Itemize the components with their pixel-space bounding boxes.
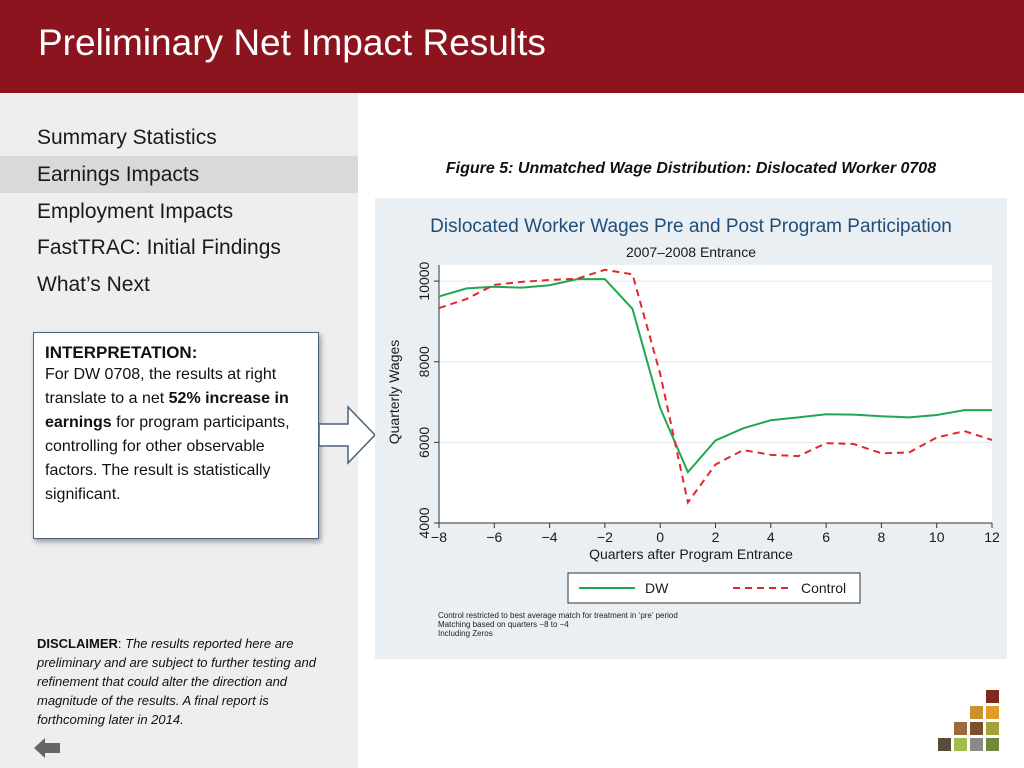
interpretation-callout: INTERPRETATION: For DW 0708, the results… bbox=[33, 332, 319, 539]
logo-icon bbox=[938, 690, 999, 751]
disclaimer-text: The results reported here are preliminar… bbox=[37, 636, 316, 727]
interpretation-title: INTERPRETATION: bbox=[45, 343, 198, 362]
disclaimer: DISCLAIMER: The results reported here ar… bbox=[37, 636, 316, 727]
series-line-control bbox=[438, 268, 993, 505]
x-tick-label: 0 bbox=[656, 529, 664, 545]
sidebar-item-employment-impacts[interactable]: Employment Impacts bbox=[37, 200, 234, 223]
interpretation-text: For DW 0708, the results at right transl… bbox=[45, 366, 290, 503]
x-tick-label: 8 bbox=[878, 529, 886, 545]
x-tick-label: 12 bbox=[984, 529, 1000, 545]
figure-caption: Figure 5: Unmatched Wage Distribution: D… bbox=[445, 160, 937, 177]
y-tick-label: 6000 bbox=[416, 427, 432, 458]
y-tick-label: 8000 bbox=[416, 346, 432, 377]
x-tick-label: 10 bbox=[929, 529, 945, 545]
sidebar-item-whats-next[interactable]: What’s Next bbox=[37, 273, 150, 296]
x-tick-label: 4 bbox=[767, 529, 775, 545]
chart-note-3: Including Zeros bbox=[438, 629, 493, 638]
disclaimer-label: DISCLAIMER bbox=[37, 636, 118, 651]
back-arrow-icon[interactable] bbox=[34, 737, 62, 759]
wage-line-chart: Dislocated Worker Wages Pre and Post Pro… bbox=[386, 216, 1000, 638]
title-bar: Preliminary Net Impact Results bbox=[0, 0, 1024, 93]
page-title: Preliminary Net Impact Results bbox=[38, 22, 546, 63]
x-tick-label: −4 bbox=[542, 529, 558, 545]
x-tick-label: 2 bbox=[712, 529, 720, 545]
interpretation-highlight: 52% increase in earnings bbox=[45, 390, 289, 431]
callout-arrow-icon bbox=[318, 405, 377, 465]
chart-subtitle: 2007–2008 Entrance bbox=[626, 244, 756, 260]
legend-control-label: Control bbox=[801, 580, 846, 596]
sidebar-item-summary-statistics[interactable]: Summary Statistics bbox=[37, 126, 217, 149]
chart-container: Dislocated Worker Wages Pre and Post Pro… bbox=[375, 198, 1007, 659]
y-tick-label: 4000 bbox=[416, 507, 432, 538]
x-axis-label: Quarters after Program Entrance bbox=[589, 546, 793, 562]
plot-area bbox=[439, 265, 992, 523]
chart-title: Dislocated Worker Wages Pre and Post Pro… bbox=[430, 216, 952, 237]
legend-dw-label: DW bbox=[645, 580, 669, 596]
sidebar-item-earnings-impacts[interactable]: Earnings Impacts bbox=[0, 156, 358, 193]
x-tick-label: −6 bbox=[486, 529, 502, 545]
series-line-dw bbox=[438, 278, 992, 475]
x-tick-label: −8 bbox=[431, 529, 447, 545]
legend: DW Control bbox=[567, 572, 861, 604]
sidebar-item-fasttrac-initial-findings[interactable]: FastTRAC: Initial Findings bbox=[37, 236, 281, 259]
x-tick-label: 6 bbox=[822, 529, 830, 545]
y-tick-label: 10000 bbox=[416, 261, 432, 300]
chart-note-1: Control restricted to best average match… bbox=[438, 611, 678, 620]
chart-note-2: Matching based on quarters −8 to −4 bbox=[438, 620, 569, 629]
x-tick-label: −2 bbox=[597, 529, 613, 545]
y-axis-label: Quarterly Wages bbox=[386, 340, 402, 445]
